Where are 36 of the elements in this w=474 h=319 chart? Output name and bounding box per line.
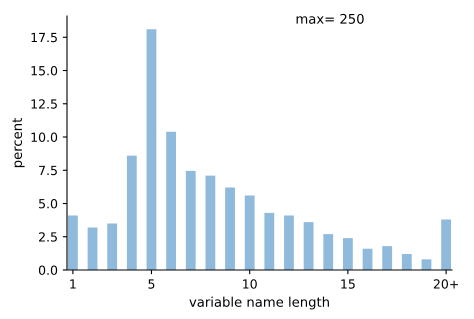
annotation: max= 250 <box>296 14 364 24</box>
bar <box>402 254 412 270</box>
bar <box>441 219 452 270</box>
bar <box>264 212 274 270</box>
bar <box>225 188 235 270</box>
bar <box>68 215 78 270</box>
y-tick-label: 2.5 <box>39 232 57 242</box>
y-tick-label: 17.5 <box>32 32 57 42</box>
bar <box>323 234 334 270</box>
bar <box>382 246 392 270</box>
x-tick-label: 10 <box>243 279 257 289</box>
x-tick-label: 15 <box>341 279 355 289</box>
x-tick-label: 20+ <box>434 279 458 289</box>
y-tick-label: 12.5 <box>32 99 57 109</box>
bar <box>362 248 372 270</box>
bar <box>304 222 314 270</box>
bar <box>186 170 196 270</box>
bar <box>284 215 294 270</box>
y-tick-label: 0.0 <box>38 265 58 275</box>
bar <box>166 132 176 270</box>
bar <box>107 223 118 270</box>
y-axis-title: percent <box>12 118 25 168</box>
bar <box>126 156 137 270</box>
y-tick-label: 7.5 <box>39 166 57 176</box>
bar <box>88 227 98 270</box>
x-axis-title: variable name length <box>189 296 329 310</box>
bar <box>342 238 353 270</box>
x-tick-label: 1 <box>70 279 76 289</box>
x-tick-label: 5 <box>148 279 154 289</box>
y-tick-label: 10.0 <box>32 132 58 142</box>
bar <box>244 196 255 270</box>
y-tick-label: 15.0 <box>32 66 58 76</box>
bar <box>422 259 432 270</box>
y-tick-label: 5.0 <box>39 198 58 208</box>
bar <box>205 176 216 270</box>
bar <box>146 29 156 270</box>
